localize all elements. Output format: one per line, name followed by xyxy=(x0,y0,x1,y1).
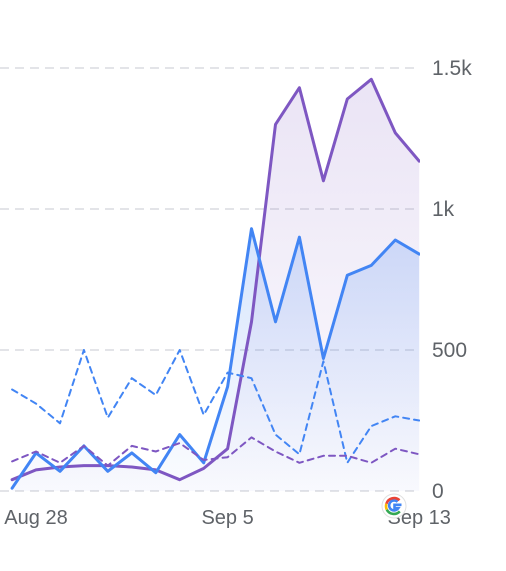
y-tick-label: 1.5k xyxy=(432,57,472,80)
series-area xyxy=(12,228,420,491)
series-lines xyxy=(10,77,420,490)
y-tick-label: 0 xyxy=(432,480,444,503)
series-line xyxy=(10,227,420,490)
y-axis-ticks: 0 500 1k 1.5k xyxy=(432,57,472,503)
y-tick-label: 500 xyxy=(432,339,467,362)
comparison-series-line xyxy=(11,436,420,467)
x-tick-label: Aug 28 xyxy=(4,507,67,529)
google-g-icon xyxy=(381,493,407,519)
series-areas xyxy=(12,79,420,492)
x-tick-label: Sep 5 xyxy=(201,507,253,529)
y-tick-label: 1k xyxy=(432,198,455,221)
